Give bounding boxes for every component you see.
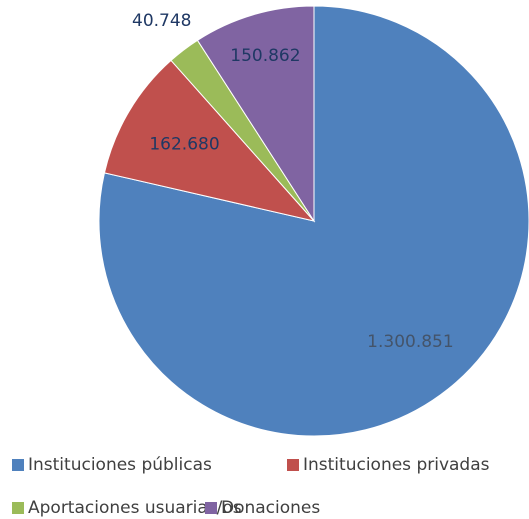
data-label: 150.862 [230, 46, 300, 66]
data-label: 1.300.851 [367, 332, 454, 352]
legend-label: Donaciones [221, 498, 320, 518]
data-label: 40.748 [132, 11, 191, 31]
data-label: 162.680 [149, 134, 219, 154]
pie-slice [103, 59, 316, 222]
legend-label: Instituciones privadas [303, 455, 490, 475]
pie-slice [98, 5, 529, 437]
pie-slice [196, 5, 315, 223]
legend-label: Instituciones públicas [28, 455, 212, 475]
legend-swatch [12, 502, 24, 514]
legend-swatch [205, 502, 217, 514]
legend-swatch [287, 459, 299, 471]
legend-swatch [12, 459, 24, 471]
legend-label: Aportaciones usuarias/os [28, 498, 242, 518]
